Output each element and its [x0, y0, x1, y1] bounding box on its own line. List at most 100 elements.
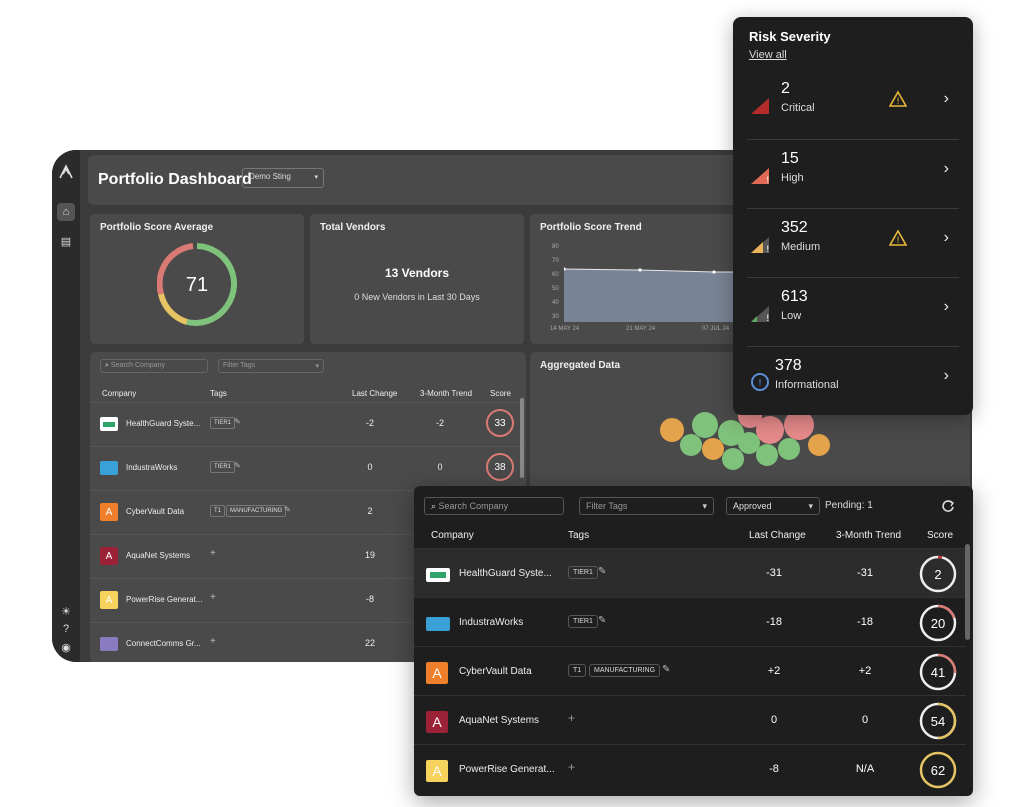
severity-critical-icon [751, 98, 769, 114]
chevron-right-icon: › [943, 229, 949, 246]
theme-toggle-icon[interactable]: ☀ [61, 605, 71, 618]
company-logo: A [100, 591, 118, 609]
edit-icon[interactable]: ✎ [662, 664, 671, 675]
data-bubble[interactable] [778, 438, 800, 460]
card-title: Aggregated Data [540, 360, 621, 371]
table-row[interactable]: A CyberVault Data T1 MANUFACTURING ✎ 2 [90, 490, 526, 535]
table-row[interactable]: HealthGuard Syste... TIER1 ✎ -2 -2 33 [90, 402, 526, 447]
trend-value: 0 [437, 462, 443, 472]
add-tag-icon[interactable]: + [210, 592, 216, 603]
risk-count: 2 [781, 80, 790, 97]
add-tag-icon[interactable]: + [568, 760, 576, 774]
col-last-change[interactable]: Last Change [352, 389, 398, 398]
risk-item-informational[interactable]: ! 378 Informational › [747, 346, 959, 416]
col-last-change[interactable]: Last Change [749, 530, 806, 541]
data-bubble[interactable] [756, 444, 778, 466]
x-tick: 21 MAY 24 [626, 326, 656, 332]
tag-badge: MANUFACTURING [226, 505, 287, 517]
data-bubble[interactable] [702, 438, 724, 460]
col-score[interactable]: Score [927, 530, 954, 541]
risk-item-medium[interactable]: ! 352 Medium ! › [747, 208, 959, 278]
severity-high-icon: ! [751, 168, 770, 186]
y-tick: 70 [552, 258, 559, 264]
edit-icon[interactable]: ✎ [234, 461, 241, 470]
chevron-right-icon: › [943, 160, 949, 177]
risk-label: Informational [775, 379, 839, 391]
company-name: AquaNet Systems [459, 715, 540, 726]
risk-item-critical[interactable]: 2 Critical ! › [747, 70, 959, 139]
svg-text:62: 62 [931, 763, 945, 778]
risk-count: 613 [781, 288, 808, 305]
col-trend[interactable]: 3-Month Trend [836, 530, 902, 541]
col-tags[interactable]: Tags [210, 389, 227, 398]
score-gauge [157, 243, 237, 326]
score-badge: 38 [486, 453, 514, 481]
home-icon[interactable]: ⌂ [57, 203, 75, 221]
add-tag-icon[interactable]: + [210, 548, 216, 559]
data-bubble[interactable] [808, 434, 830, 456]
table-row[interactable]: A AquaNet Systems + 19 [90, 534, 526, 579]
table-row[interactable]: A CyberVault Data T1 MANUFACTURING ✎ +2 … [414, 646, 966, 696]
company-name: CyberVault Data [126, 507, 185, 516]
severity-low-icon: ! [751, 306, 770, 324]
scrollbar[interactable] [965, 544, 970, 640]
filter-tags-back[interactable]: Filter Tags ▾ [218, 359, 324, 373]
col-trend[interactable]: 3-Month Trend [420, 389, 473, 398]
last-change: 22 [364, 638, 375, 648]
table-row[interactable]: HealthGuard Syste... TIER1 ✎ -31 -31 2 [414, 548, 966, 598]
data-bubble[interactable] [722, 448, 744, 470]
score-badge: 54 [919, 702, 957, 740]
y-tick: 80 [552, 244, 559, 250]
svg-text:41: 41 [931, 665, 945, 680]
y-tick: 60 [552, 272, 559, 278]
help-icon[interactable]: ? [62, 623, 70, 635]
data-bubble[interactable] [738, 432, 760, 454]
x-tick: 14 MAY 24 [550, 326, 580, 332]
svg-text:!: ! [896, 236, 900, 246]
status-select[interactable]: Approved ▾ [726, 497, 820, 515]
edit-icon[interactable]: ✎ [284, 505, 291, 514]
vendors-new: 0 New Vendors in Last 30 Days [354, 292, 480, 302]
table-row[interactable]: A PowerRise Generat... + -8 N/A 62 [414, 744, 966, 794]
data-bubble[interactable] [680, 434, 702, 456]
edit-icon[interactable]: ✎ [234, 417, 241, 426]
score-badge: 62 [919, 751, 957, 789]
warning-icon: ! [889, 90, 907, 107]
edit-icon[interactable]: ✎ [598, 615, 607, 626]
scrollbar[interactable] [520, 398, 524, 478]
view-all-link[interactable]: View all [749, 49, 787, 61]
risk-item-low[interactable]: ! 613 Low › [747, 277, 959, 347]
last-change: 19 [364, 550, 375, 560]
col-score[interactable]: Score [490, 389, 511, 398]
refresh-icon[interactable] [941, 499, 955, 513]
card-title: Total Vendors [320, 222, 386, 233]
filter-tags-select[interactable]: Filter Tags ▾ [579, 497, 714, 515]
search-input[interactable]: ⌕ Search Company [424, 497, 564, 515]
x-tick: 07 JUL 24 [702, 326, 730, 332]
col-company[interactable]: Company [102, 389, 137, 398]
add-tag-icon[interactable]: + [210, 636, 216, 647]
trend-value: -2 [435, 418, 444, 428]
document-icon[interactable]: ▤ [60, 235, 72, 248]
company-logo [426, 617, 450, 631]
col-tags[interactable]: Tags [568, 530, 590, 541]
search-input-back[interactable]: ⌕ Search Company [100, 359, 208, 373]
data-bubble[interactable] [784, 410, 814, 440]
company-name: AquaNet Systems [126, 551, 191, 560]
table-row[interactable]: ConnectComms Gr... + 22 [90, 622, 526, 662]
org-select[interactable]: Demo Sting ▾ [242, 168, 324, 188]
language-flag-icon[interactable]: ◉ [61, 641, 71, 654]
risk-item-high[interactable]: ! 15 High › [747, 139, 959, 209]
table-row[interactable]: A PowerRise Generat... + -8 [90, 578, 526, 623]
data-bubble[interactable] [692, 412, 718, 438]
add-tag-icon[interactable]: + [568, 711, 576, 725]
col-company[interactable]: Company [431, 530, 474, 541]
card-title: Portfolio Score Average [100, 222, 214, 233]
table-row[interactable]: IndustraWorks TIER1 ✎ 0 0 38 [90, 446, 526, 491]
filter-placeholder: Filter Tags [586, 501, 628, 511]
table-row[interactable]: A AquaNet Systems + 0 0 54 [414, 695, 966, 745]
table-row[interactable]: IndustraWorks TIER1 ✎ -18 -18 20 [414, 597, 966, 647]
data-bubble[interactable] [660, 418, 684, 442]
data-bubble[interactable] [756, 416, 784, 444]
edit-icon[interactable]: ✎ [598, 566, 607, 577]
